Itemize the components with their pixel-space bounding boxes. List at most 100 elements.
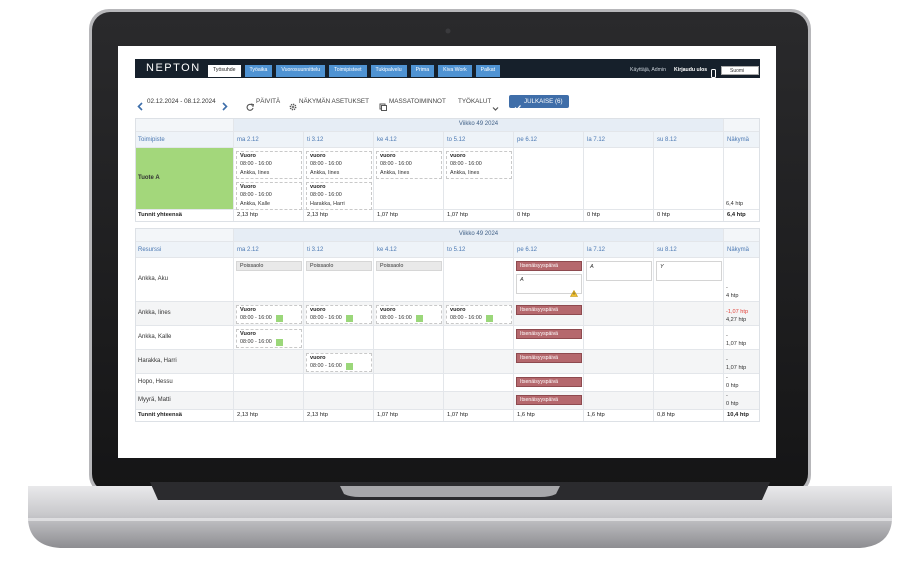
day-cell[interactable]: Vuoro 08:00 - 16:00 xyxy=(234,326,304,350)
day-cell[interactable]: Vuoro 08:00 - 16:00 Ankka, Iines Vuoro 08:00… xyxy=(234,148,304,210)
mass-actions-button[interactable]: MASSATOIMINNOT xyxy=(389,98,446,105)
day-cell[interactable] xyxy=(584,350,654,374)
nav-tab[interactable]: Tukipalvelu xyxy=(370,65,407,77)
column-header: pe 6.12 xyxy=(514,132,584,148)
day-cell[interactable] xyxy=(444,350,514,374)
shift-entry[interactable]: Vuoro 08:00 - 16:00 Ankka, Iines xyxy=(236,151,302,179)
logout-link[interactable]: Kirjaudu ulos xyxy=(674,67,708,73)
day-cell[interactable] xyxy=(654,326,724,350)
week-header: Viikko 49 2024 xyxy=(234,228,724,242)
day-cell[interactable] xyxy=(374,326,444,350)
day-cell[interactable] xyxy=(444,392,514,410)
row-name[interactable]: Ankka, Aku xyxy=(135,258,234,302)
day-cell[interactable] xyxy=(654,374,724,392)
publish-button[interactable]: JULKAISE (6) xyxy=(509,95,569,111)
day-cell[interactable] xyxy=(654,302,724,326)
day-cell[interactable] xyxy=(304,374,374,392)
column-header: su 8.12 xyxy=(654,242,724,258)
day-cell[interactable]: Itsenäisyyspäivä A xyxy=(514,258,584,302)
nav-tab[interactable]: Kiva Work xyxy=(438,65,472,77)
refresh-icon xyxy=(246,98,255,116)
nav-tab[interactable]: Toimipisteet xyxy=(329,65,367,77)
day-cell[interactable] xyxy=(374,350,444,374)
nav-tab[interactable]: Työsuhde xyxy=(208,65,241,77)
shift-entry[interactable]: vuoro 08:00 - 16:00 xyxy=(306,305,372,324)
row-name[interactable]: Tuote A xyxy=(135,148,234,210)
day-cell[interactable]: Poissaolo xyxy=(234,258,304,302)
tools-button[interactable]: TYÖKALUT xyxy=(458,98,492,105)
shift-entry[interactable]: Vuoro 08:00 - 16:00 xyxy=(236,305,302,324)
nav-tab[interactable]: Työaika xyxy=(244,65,273,77)
day-cell[interactable] xyxy=(584,392,654,410)
day-cell[interactable] xyxy=(654,148,724,210)
day-cell[interactable]: Itsenäisyyspäivä xyxy=(514,302,584,326)
row-name[interactable]: Hopo, Hessu xyxy=(135,374,234,392)
shift-entry[interactable]: Vuoro 08:00 - 16:00 Ankka, Kalle xyxy=(236,182,302,210)
row-name[interactable]: Myyrä, Matti xyxy=(135,392,234,410)
day-cell[interactable] xyxy=(234,374,304,392)
day-cell[interactable]: vuoro 08:00 - 16:00 Ankka, Iines xyxy=(444,148,514,210)
column-header[interactable]: Resurssi xyxy=(135,242,234,258)
summary-value: 0 htp xyxy=(726,383,739,389)
row-name[interactable]: Harakka, Harri xyxy=(135,350,234,374)
row-name[interactable]: Ankka, Kalle xyxy=(135,326,234,350)
shift-title: vuoro xyxy=(450,153,466,159)
view-settings-button[interactable]: NÄKYMÄN ASETUKSET xyxy=(299,98,369,105)
day-cell[interactable] xyxy=(374,374,444,392)
nav-tab[interactable]: Palkat xyxy=(475,65,501,77)
nav-tab[interactable]: Prima xyxy=(410,65,435,77)
day-cell[interactable] xyxy=(304,392,374,410)
day-cell[interactable] xyxy=(304,326,374,350)
summary-value: 4 htp xyxy=(726,293,739,299)
day-cell[interactable] xyxy=(584,148,654,210)
day-cell[interactable] xyxy=(234,350,304,374)
day-cell[interactable]: vuoro 08:00 - 16:00 Ankka, Iines xyxy=(374,148,444,210)
shift-entry[interactable]: vuoro 08:00 - 16:00 Ankka, Iines xyxy=(446,151,512,179)
shift-entry[interactable]: vuoro 08:00 - 16:00 xyxy=(376,305,442,324)
holiday-entry: Itsenäisyyspäivä xyxy=(516,305,582,315)
day-cell[interactable]: Poissaolo xyxy=(304,258,374,302)
shift-entry[interactable]: Vuoro 08:00 - 16:00 xyxy=(236,329,302,348)
day-cell[interactable]: vuoro 08:00 - 16:00 xyxy=(304,302,374,326)
note-entry: Y xyxy=(656,261,722,281)
day-cell[interactable]: Vuoro 08:00 - 16:00 xyxy=(234,302,304,326)
day-cell[interactable] xyxy=(444,258,514,302)
row-name[interactable]: Ankka, Iines xyxy=(135,302,234,326)
day-cell[interactable]: vuoro 08:00 - 16:00 Ankka, Iines vuoro 08:00… xyxy=(304,148,374,210)
refresh-button[interactable]: PÄIVITÄ xyxy=(256,98,281,105)
holiday-entry: Itsenäisyyspäivä xyxy=(516,377,582,387)
absence-entry: Poissaolo xyxy=(236,261,302,271)
day-cell[interactable] xyxy=(444,374,514,392)
day-cell[interactable] xyxy=(654,392,724,410)
shift-entry[interactable]: vuoro 08:00 - 16:00 Ankka, Iines xyxy=(376,151,442,179)
day-cell[interactable] xyxy=(444,326,514,350)
day-cell[interactable] xyxy=(374,392,444,410)
day-cell[interactable]: Y xyxy=(654,258,724,302)
shift-entry[interactable]: vuoro 08:00 - 16:00 Ankka, Iines xyxy=(306,151,372,179)
language-select[interactable]: Suomi xyxy=(721,66,759,75)
day-cell[interactable]: Itsenäisyyspäivä xyxy=(514,326,584,350)
nav-tab[interactable]: Vuorosuunnittelu xyxy=(276,65,326,77)
dropdown-icon xyxy=(492,99,499,117)
day-cell[interactable] xyxy=(654,350,724,374)
date-range: 02.12.2024 - 08.12.2024 xyxy=(147,98,216,105)
day-cell[interactable]: A xyxy=(584,258,654,302)
day-cell[interactable]: vuoro 08:00 - 16:00 xyxy=(444,302,514,326)
shift-entry[interactable]: vuoro 08:00 - 16:00 xyxy=(306,353,372,372)
day-cell[interactable]: Itsenäisyyspäivä xyxy=(514,374,584,392)
day-cell[interactable] xyxy=(234,392,304,410)
day-cell[interactable] xyxy=(584,374,654,392)
day-cell[interactable]: vuoro 08:00 - 16:00 xyxy=(374,302,444,326)
shift-time: 08:00 - 16:00 xyxy=(380,161,412,167)
day-cell[interactable]: Itsenäisyyspäivä xyxy=(514,392,584,410)
day-cell[interactable]: Itsenäisyyspäivä xyxy=(514,350,584,374)
day-cell[interactable] xyxy=(514,148,584,210)
column-header: su 8.12 xyxy=(654,132,724,148)
day-cell[interactable] xyxy=(584,326,654,350)
day-cell[interactable]: Poissaolo xyxy=(374,258,444,302)
shift-entry[interactable]: vuoro 08:00 - 16:00 Harakka, Harri xyxy=(306,182,372,210)
day-cell[interactable] xyxy=(584,302,654,326)
shift-entry[interactable]: vuoro 08:00 - 16:00 xyxy=(446,305,512,324)
column-header[interactable]: Toimipiste xyxy=(135,132,234,148)
day-cell[interactable]: vuoro 08:00 - 16:00 xyxy=(304,350,374,374)
